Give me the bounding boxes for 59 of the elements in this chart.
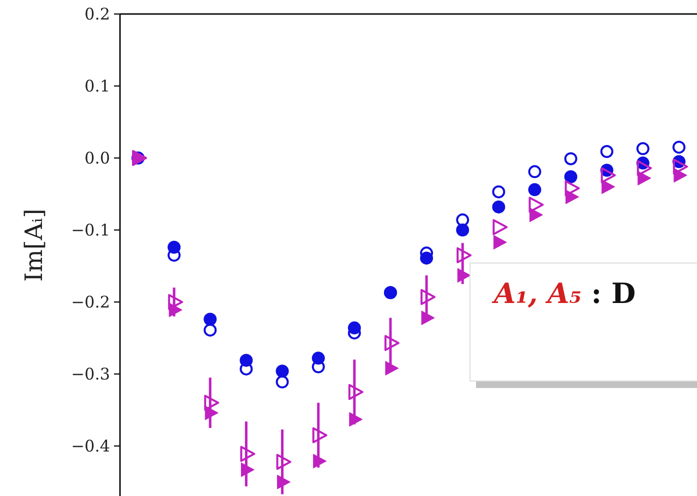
y-tick-label: 0.1 — [84, 76, 110, 96]
point — [672, 140, 686, 154]
point — [600, 145, 614, 158]
point — [204, 312, 217, 326]
point — [566, 190, 580, 204]
y-tick-label: −0.2 — [71, 292, 110, 312]
point — [492, 219, 508, 236]
point — [564, 152, 578, 166]
point — [600, 167, 616, 184]
y-tick-label: −0.3 — [71, 364, 110, 384]
point — [240, 462, 254, 478]
point — [385, 360, 399, 376]
point — [456, 213, 470, 226]
point — [348, 321, 361, 334]
point — [636, 142, 650, 156]
point — [493, 234, 507, 250]
point — [312, 427, 328, 444]
point — [420, 288, 436, 305]
point — [456, 247, 472, 264]
annotation: A₁, A₅ : D — [491, 277, 636, 310]
point — [674, 168, 688, 183]
point — [277, 474, 291, 490]
point — [240, 354, 253, 367]
point — [672, 158, 688, 175]
point — [312, 352, 325, 365]
point — [168, 294, 184, 310]
point — [276, 454, 292, 470]
point — [492, 200, 506, 214]
point — [240, 446, 256, 462]
point — [456, 224, 470, 236]
point — [168, 302, 182, 318]
y-tick-label: −0.1 — [71, 220, 110, 240]
point — [457, 268, 471, 283]
point — [313, 454, 327, 468]
point — [638, 170, 652, 186]
point — [528, 165, 542, 178]
point — [420, 252, 434, 265]
point — [204, 324, 217, 337]
point — [276, 375, 289, 388]
point — [349, 412, 363, 427]
point — [204, 406, 218, 420]
point — [492, 185, 506, 198]
y-axis-title: Im[Aᵢ] — [20, 208, 48, 282]
point — [276, 364, 289, 378]
point — [348, 384, 364, 400]
point — [384, 335, 400, 352]
point — [564, 170, 578, 184]
point — [528, 196, 544, 213]
point — [636, 160, 652, 176]
point — [528, 183, 542, 196]
point — [602, 180, 616, 194]
point — [168, 240, 181, 254]
y-tick-label: 0.0 — [84, 148, 110, 168]
y-tick-label: −0.4 — [71, 436, 110, 456]
point — [204, 394, 220, 411]
point — [564, 180, 580, 196]
point — [421, 310, 435, 326]
y-tick-label: 0.2 — [84, 4, 110, 24]
point — [529, 208, 543, 222]
